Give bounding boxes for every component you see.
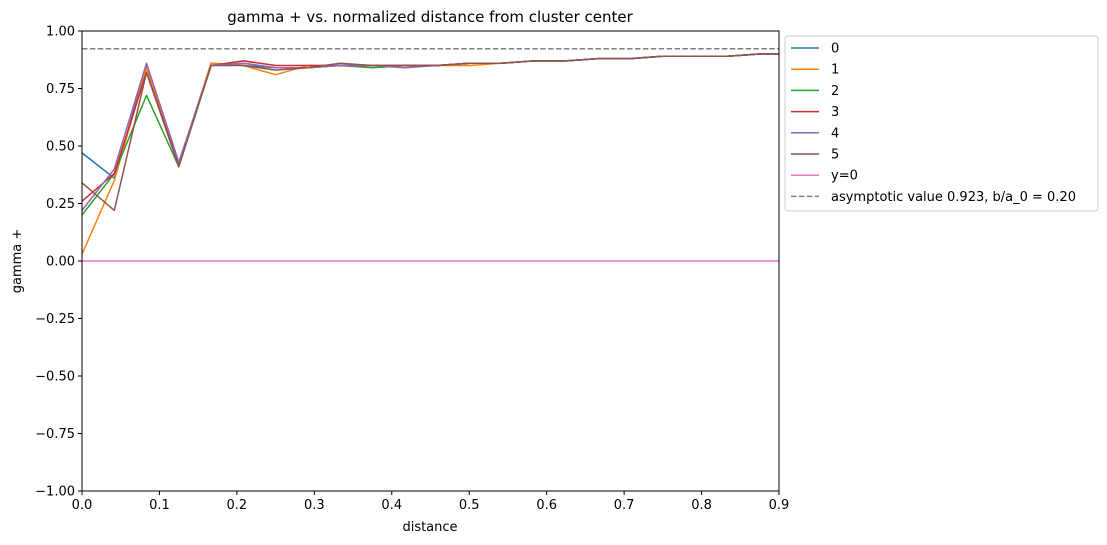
legend-label: 0 xyxy=(831,42,839,57)
y-tick-label: −0.25 xyxy=(35,312,75,327)
y-axis: −1.00 −0.75 −0.50 −0.25 0.00 0.25 0.50 0.75 1.00 xyxy=(35,25,82,500)
x-tick-label: 0.9 xyxy=(769,498,790,513)
chart-title: gamma + vs. normalized distance from clu… xyxy=(227,8,633,26)
legend-frame xyxy=(784,35,1099,212)
x-axis: 0.0 0.1 0.2 0.3 0.4 0.5 0.6 0.7 0.8 0.9 xyxy=(72,491,790,513)
legend-label: 4 xyxy=(831,126,839,141)
y-tick-label: 0.00 xyxy=(46,255,75,270)
y-tick-label: 0.50 xyxy=(46,140,75,155)
x-axis-label: distance xyxy=(402,520,457,535)
legend-label: asymptotic value 0.923, b/a_0 = 0.20 xyxy=(831,190,1076,205)
legend-label: 1 xyxy=(831,63,839,78)
x-tick-label: 0.1 xyxy=(149,498,170,513)
x-tick-label: 0.8 xyxy=(691,498,712,513)
x-tick-label: 0.4 xyxy=(381,498,402,513)
series-line-5 xyxy=(82,53,779,212)
y-tick-label: 0.75 xyxy=(46,82,75,97)
x-tick-label: 0.5 xyxy=(459,498,480,513)
y-tick-label: −0.50 xyxy=(35,370,75,385)
legend: 0 1 2 3 4 5 y=0 asymptotic value 0.923, b/a_0 =… xyxy=(784,35,1099,212)
plot-area xyxy=(82,47,779,262)
legend-label: 2 xyxy=(831,84,839,99)
x-tick-label: 0.3 xyxy=(304,498,325,513)
legend-label: 3 xyxy=(831,105,839,120)
y-tick-label: 0.25 xyxy=(46,197,75,212)
legend-label: 5 xyxy=(831,148,839,163)
x-tick-label: 0.7 xyxy=(614,498,635,513)
x-tick-label: 0.2 xyxy=(227,498,248,513)
x-tick-label: 0.0 xyxy=(72,498,93,513)
y-tick-label: −0.75 xyxy=(35,427,75,442)
y-tick-label: −1.00 xyxy=(35,485,75,500)
legend-label: y=0 xyxy=(831,169,858,184)
x-tick-label: 0.6 xyxy=(536,498,557,513)
y-tick-label: 1.00 xyxy=(46,25,75,40)
y-axis-label: gamma + xyxy=(10,229,25,294)
